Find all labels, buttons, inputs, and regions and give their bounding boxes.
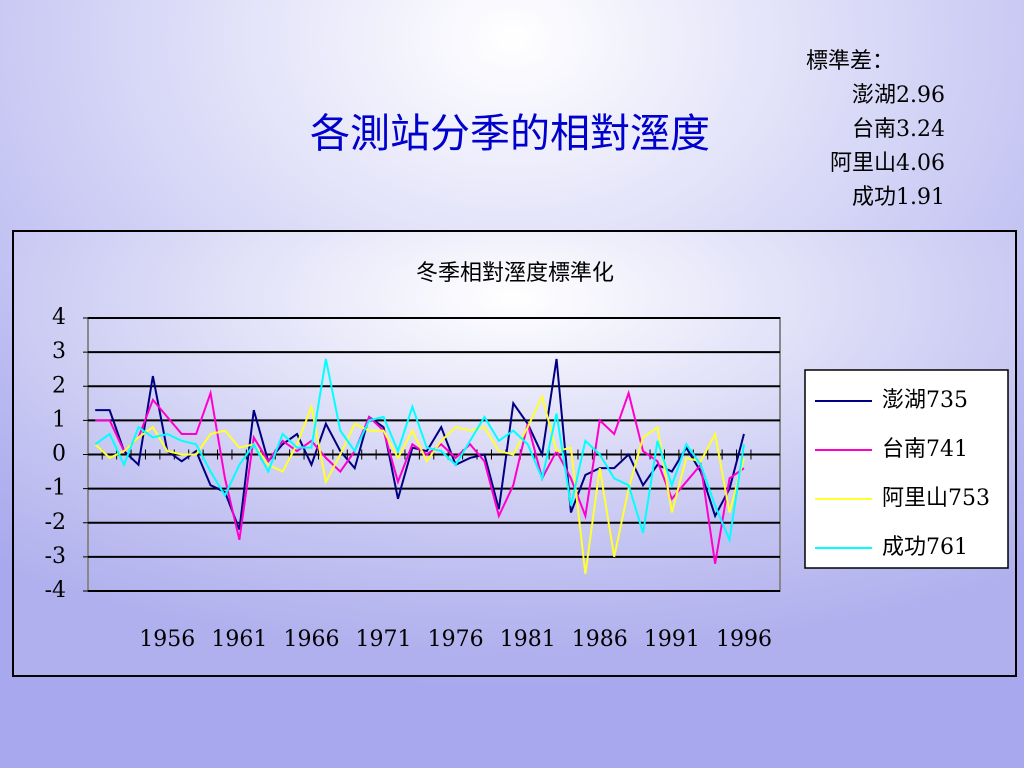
x-tick-label: 1971 xyxy=(356,627,412,652)
note: 成功1.91 xyxy=(852,185,945,210)
series-line xyxy=(95,389,745,564)
series-line xyxy=(94,358,745,544)
x-tick-label: 1966 xyxy=(283,627,339,652)
series-line xyxy=(94,393,745,575)
note-heading: 標準差： xyxy=(806,49,894,74)
y-tick-label: 4 xyxy=(52,305,66,330)
note: 澎湖2.96 xyxy=(852,83,945,108)
y-tick-label: 0 xyxy=(52,442,66,467)
y-tick-label: 1 xyxy=(52,407,66,432)
legend-label: 阿里山753 xyxy=(882,486,990,511)
x-tick-label: 1991 xyxy=(644,627,700,652)
legend-label: 成功761 xyxy=(882,535,968,560)
y-tick-label: -1 xyxy=(45,476,66,501)
legend-label: 澎湖735 xyxy=(882,388,968,413)
x-tick-label: 1981 xyxy=(500,627,556,652)
chart-title: 冬季相對溼度標準化 xyxy=(416,261,614,286)
slide-title: 各測站分季的相對溼度 xyxy=(310,111,710,157)
x-tick-label: 1986 xyxy=(572,627,628,652)
y-tick-label: -3 xyxy=(45,544,66,569)
note: 台南3.24 xyxy=(852,117,945,142)
x-tick-label: 1996 xyxy=(716,627,772,652)
y-tick-label: -2 xyxy=(45,510,66,535)
y-tick-label: 3 xyxy=(52,339,66,364)
y-tick-label: -4 xyxy=(45,578,66,603)
legend xyxy=(804,369,1009,569)
x-tick-label: 1976 xyxy=(428,627,484,652)
legend-label: 台南741 xyxy=(882,437,968,462)
y-tick-label: 2 xyxy=(52,373,66,398)
x-tick-label: 1956 xyxy=(139,627,195,652)
note: 阿里山4.06 xyxy=(830,151,945,176)
x-tick-label: 1961 xyxy=(211,627,267,652)
